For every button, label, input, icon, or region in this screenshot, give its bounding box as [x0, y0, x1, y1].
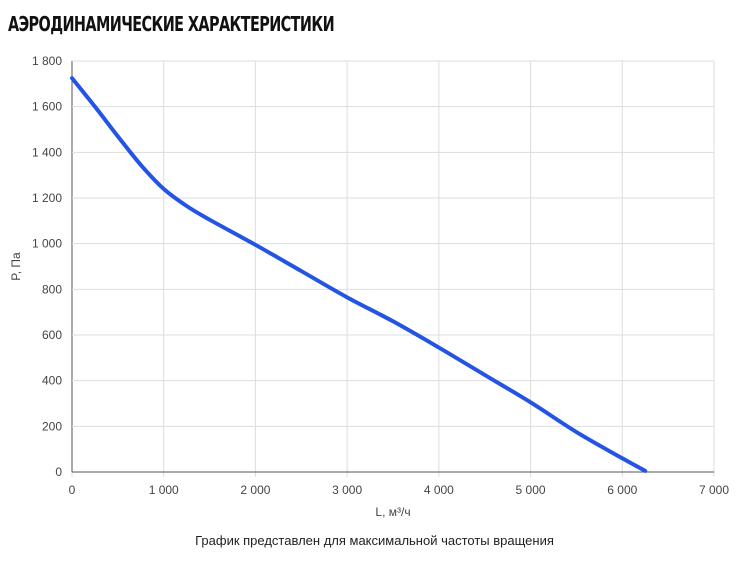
x-axis-ticks: 0 1 000 2 000 3 000 4 000 5 000 6 000 7 000 — [69, 483, 730, 497]
y-axis-label: P, Па — [9, 252, 23, 281]
y-tick-label: 800 — [42, 282, 62, 296]
series-line — [70, 76, 648, 473]
y-tick-label: 1 200 — [32, 191, 62, 205]
y-tick-label: 1 600 — [32, 100, 62, 114]
x-tick-label: 3 000 — [332, 483, 362, 497]
y-tick-label: 600 — [42, 328, 62, 342]
chart-caption: График представлен для максимальной част… — [195, 533, 554, 548]
y-tick-label: 0 — [55, 465, 62, 479]
y-tick-label: 1 800 — [32, 54, 62, 68]
x-tick-label: 0 — [69, 483, 76, 497]
chart-series — [70, 76, 648, 473]
x-tick-label: 2 000 — [240, 483, 270, 497]
x-tick-label: 5 000 — [516, 483, 546, 497]
x-axis-label: L, м³/ч — [375, 505, 410, 519]
y-tick-label: 1 000 — [32, 237, 62, 251]
x-tick-label: 4 000 — [424, 483, 454, 497]
page-title: Аэродинамические характеристики — [8, 12, 335, 36]
x-tick-label: 6 000 — [607, 483, 637, 497]
y-axis-ticks: 0 200 400 600 800 1 000 1 200 1 400 1 600 1 800 — [32, 54, 62, 479]
y-tick-label: 400 — [42, 374, 62, 388]
y-tick-label: 1 400 — [32, 145, 62, 159]
y-tick-label: 200 — [42, 419, 62, 433]
x-tick-label: 1 000 — [149, 483, 179, 497]
chart-grid — [71, 60, 715, 477]
pressure-flow-chart: 0 1 000 2 000 3 000 4 000 5 000 6 000 7 000 0 20… — [9, 54, 730, 519]
x-tick-label: 7 000 — [699, 483, 729, 497]
